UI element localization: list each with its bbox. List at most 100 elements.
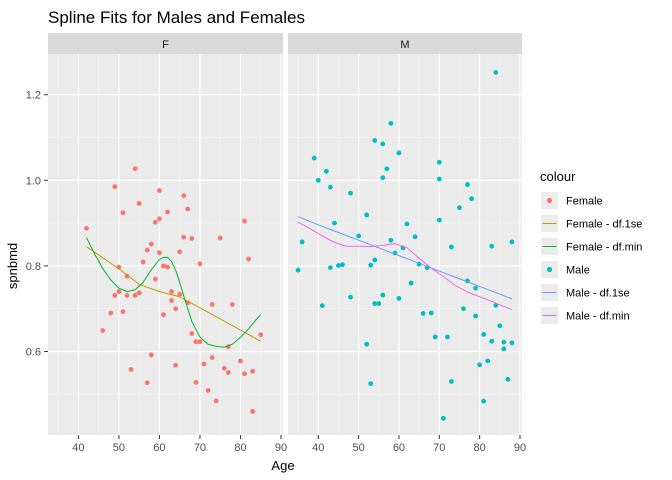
x-tick-label: 40 (312, 442, 324, 454)
legend-label: Male (566, 265, 590, 277)
data-point (331, 220, 337, 226)
data-point (509, 340, 515, 346)
data-point (136, 290, 142, 296)
data-point (152, 276, 158, 282)
data-point (161, 263, 166, 269)
data-point (157, 216, 162, 222)
data-point (364, 212, 370, 218)
data-point (315, 177, 321, 183)
data-point (84, 225, 89, 231)
data-point (189, 331, 195, 336)
points-f (84, 166, 264, 414)
spline-line (86, 246, 261, 342)
data-point (213, 398, 219, 404)
data-point (238, 358, 243, 364)
legend-label: Female - df.1se (566, 219, 642, 231)
y-tick-label: 0.8 (26, 261, 41, 273)
legend-point-swatch (546, 266, 553, 273)
strip-background (288, 33, 522, 54)
x-tick-label: 50 (113, 442, 125, 454)
data-point (509, 239, 515, 245)
y-axis-title: spnbmd (5, 243, 20, 289)
panel-background (288, 54, 522, 435)
data-point (205, 388, 211, 393)
data-point (221, 365, 227, 371)
data-point (327, 184, 333, 190)
data-point (473, 285, 479, 291)
legend-label: Male - df.1se (566, 288, 630, 300)
legend-item: Female - df.min (541, 238, 642, 255)
data-point (485, 358, 491, 364)
x-tick-label: 50 (352, 442, 364, 454)
y-tick-label: 0.6 (26, 347, 41, 359)
data-point (144, 247, 150, 253)
data-point (169, 289, 174, 294)
data-point (299, 239, 305, 245)
data-point (481, 331, 487, 337)
data-point (197, 261, 203, 267)
data-point (428, 310, 434, 316)
data-point (457, 205, 462, 211)
data-point (193, 339, 199, 345)
x-tick-label: 80 (474, 442, 486, 454)
legend-point-swatch (546, 197, 553, 204)
data-point (473, 313, 479, 319)
panels: 0.6 0.8 1.0 1.2 F 40 50 60 70 80 90 M 40 50 60 70 80 90 (26, 33, 526, 454)
data-point (165, 209, 170, 215)
data-point (124, 293, 130, 298)
legend-label: Male - df.min (566, 311, 630, 323)
data-point (497, 323, 503, 329)
data-point (501, 339, 507, 345)
legend-item: Female (541, 192, 603, 209)
data-point (501, 346, 507, 352)
data-point (242, 371, 247, 377)
data-point (448, 244, 454, 250)
data-point (489, 243, 495, 249)
data-point (165, 264, 170, 270)
data-point (181, 234, 187, 240)
data-point (493, 70, 499, 75)
data-point (148, 241, 154, 247)
data-point (112, 293, 118, 298)
y-tick-label: 1.2 (26, 90, 41, 102)
data-point (173, 306, 179, 312)
y-tick-label: 1.0 (26, 175, 41, 187)
x-tick-label: 90 (514, 442, 526, 454)
data-point (311, 155, 317, 161)
data-point (120, 210, 126, 216)
data-point (348, 294, 353, 300)
strip-background (48, 33, 283, 54)
data-point (112, 184, 118, 190)
data-point (144, 380, 150, 386)
data-point (436, 159, 442, 165)
data-point (209, 302, 215, 307)
data-point (217, 235, 223, 241)
data-point (250, 409, 256, 414)
data-point (242, 218, 247, 224)
data-point (368, 262, 374, 268)
data-point (295, 267, 301, 273)
data-point (152, 219, 158, 225)
data-point (157, 250, 162, 256)
data-point (197, 339, 203, 345)
data-point (396, 150, 402, 156)
legend-title: colour (540, 169, 576, 184)
data-point (448, 379, 454, 384)
data-point (319, 303, 325, 309)
data-point (356, 233, 362, 239)
data-point (173, 362, 179, 368)
data-point (376, 301, 382, 306)
data-point (384, 166, 390, 172)
data-point (444, 334, 450, 340)
data-point (124, 273, 130, 279)
data-point (148, 352, 154, 358)
data-point (327, 265, 333, 271)
strip-label: F (162, 39, 169, 51)
data-point (140, 259, 146, 265)
x-tick-label: 60 (393, 442, 405, 454)
x-tick-label: 80 (234, 442, 246, 454)
x-tick-label: 70 (194, 442, 206, 454)
data-point (128, 367, 134, 372)
data-point (388, 120, 394, 126)
panel-f: F 40 50 60 70 80 90 (48, 33, 287, 454)
